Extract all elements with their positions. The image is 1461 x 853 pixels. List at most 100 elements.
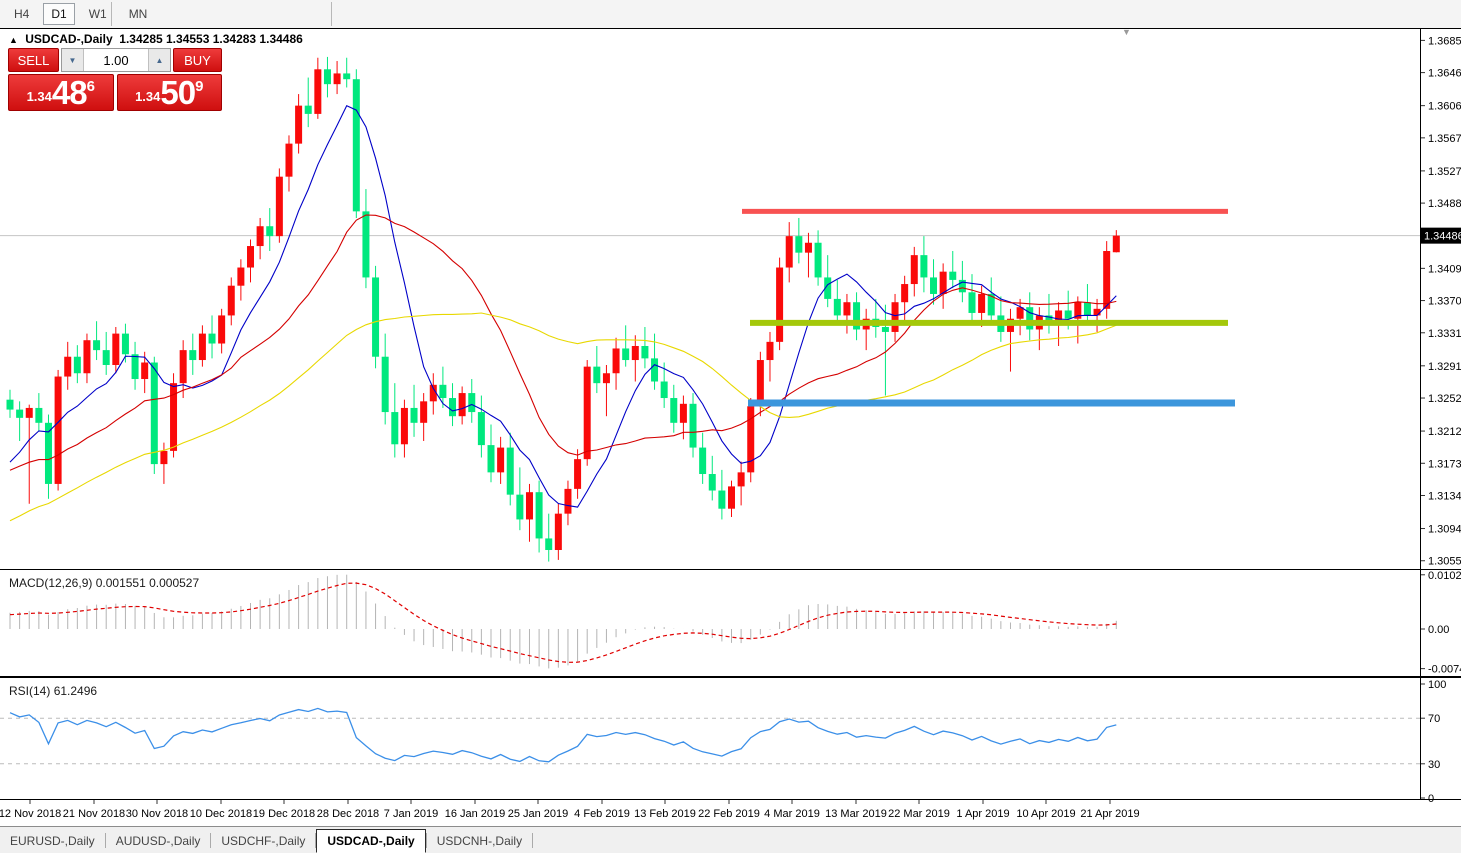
chart-tab-usdcad[interactable]: USDCAD-,Daily [316, 829, 426, 853]
sell-price-pip: 6 [86, 78, 95, 95]
svg-text:1.36850: 1.36850 [1428, 35, 1461, 47]
macd-histogram [9, 574, 1117, 669]
current-price-box [1421, 227, 1461, 244]
ma-mid-line[interactable] [9, 214, 1117, 471]
svg-text:1.36460: 1.36460 [1428, 68, 1461, 80]
sell-price-big: 48 [51, 74, 88, 111]
svg-text:30: 30 [1428, 759, 1440, 771]
svg-text:0.010229: 0.010229 [1428, 570, 1461, 582]
svg-text:1.34880: 1.34880 [1428, 198, 1461, 210]
macd-label: MACD(12,26,9) 0.001551 0.000527 [9, 576, 199, 590]
toolbar-divider [111, 2, 112, 26]
macd-signal-line [9, 582, 1117, 663]
timeframe-tab-w1[interactable]: W1 [88, 7, 107, 21]
rsi-name: RSI(14) [9, 684, 51, 698]
svg-text:21 Nov 2018: 21 Nov 2018 [63, 808, 125, 820]
rsi-axis[interactable]: 100 70 30 0 [1421, 679, 1446, 805]
tab-divider [210, 833, 212, 848]
macd-name: MACD(12,26,9) [9, 576, 93, 590]
ma-slow-line[interactable] [9, 312, 1117, 522]
svg-text:21 Apr 2019: 21 Apr 2019 [1080, 808, 1139, 820]
volume-increase-icon[interactable]: ▲ [148, 49, 170, 71]
buy-price-button[interactable]: 1.34 50 9 [116, 74, 222, 111]
svg-text:13 Feb 2019: 13 Feb 2019 [634, 808, 696, 820]
volume-decrease-icon[interactable]: ▼ [62, 49, 84, 71]
tab-divider [315, 833, 317, 848]
svg-text:1.34486: 1.34486 [1424, 231, 1461, 243]
trade-panel-toggle-icon[interactable]: ▲ [9, 35, 18, 45]
svg-text:10 Apr 2019: 10 Apr 2019 [1016, 808, 1075, 820]
svg-text:25 Jan 2019: 25 Jan 2019 [508, 808, 569, 820]
svg-text:1.35270: 1.35270 [1428, 166, 1461, 178]
svg-text:1 Apr 2019: 1 Apr 2019 [956, 808, 1009, 820]
chart-symbol-header: ▲ USDCAD-,Daily 1.34285 1.34553 1.34283 … [9, 32, 303, 46]
svg-text:1.32520: 1.32520 [1428, 393, 1461, 405]
svg-text:4 Feb 2019: 4 Feb 2019 [574, 808, 630, 820]
svg-text:1.30940: 1.30940 [1428, 524, 1461, 536]
svg-text:4 Mar 2019: 4 Mar 2019 [764, 808, 820, 820]
price-axis[interactable]: 1.36850 1.36460 1.36060 1.35670 1.35270 1.348… [1421, 35, 1461, 568]
toolbar-divider [331, 2, 332, 26]
buy-price-big: 50 [160, 74, 196, 111]
volume-field[interactable]: 1.00 [103, 52, 129, 68]
chart-tab-usdcnh[interactable]: USDCNH-,Daily [436, 834, 523, 848]
tab-divider [104, 833, 106, 848]
svg-text:22 Feb 2019: 22 Feb 2019 [698, 808, 760, 820]
svg-text:28 Dec 2018: 28 Dec 2018 [317, 808, 379, 820]
timeframe-tab-mn[interactable]: MN [128, 7, 148, 21]
panel-borders [0, 28, 1461, 800]
candles-layer[interactable] [6, 56, 1120, 562]
rsi-label: RSI(14) 61.2496 [9, 684, 97, 698]
svg-text:1.36060: 1.36060 [1428, 101, 1461, 113]
chart-collapse-icon[interactable]: ▼ [1122, 27, 1131, 37]
buy-button[interactable]: BUY [173, 48, 222, 72]
svg-text:1.31340: 1.31340 [1428, 490, 1461, 502]
rsi-line [9, 707, 1117, 763]
volume-stepper: ▼ 1.00 ▲ [61, 48, 171, 72]
svg-text:19 Dec 2018: 19 Dec 2018 [253, 808, 315, 820]
buy-price-pip: 9 [195, 78, 204, 95]
sell-button[interactable]: SELL [8, 48, 59, 72]
svg-text:30 Nov 2018: 30 Nov 2018 [126, 808, 188, 820]
svg-text:1.30550: 1.30550 [1428, 556, 1461, 568]
svg-text:1.32910: 1.32910 [1428, 361, 1461, 373]
timeframe-toolbar: H4 D1 W1 MN [0, 0, 1461, 28]
macd-values: 0.001551 0.000527 [95, 576, 200, 590]
svg-text:13 Mar 2019: 13 Mar 2019 [825, 808, 887, 820]
svg-text:12 Nov 2018: 12 Nov 2018 [0, 808, 61, 820]
sell-price-button[interactable]: 1.34 48 6 [8, 74, 114, 111]
macd-axis[interactable]: 0.010229 0.00 -0.007477 [1421, 570, 1461, 676]
svg-text:0.00: 0.00 [1428, 624, 1449, 636]
svg-text:22 Mar 2019: 22 Mar 2019 [888, 808, 950, 820]
svg-text:16 Jan 2019: 16 Jan 2019 [445, 808, 506, 820]
svg-text:1.31730: 1.31730 [1428, 458, 1461, 470]
symbol-ohlc-values: 1.34285 1.34553 1.34283 1.34486 [119, 32, 303, 46]
chart-tabbar: EURUSD-,Daily AUDUSD-,Daily USDCHF-,Daily U… [0, 826, 1461, 853]
svg-text:1.34090: 1.34090 [1428, 263, 1461, 275]
tab-divider [532, 833, 534, 848]
svg-text:1.33700: 1.33700 [1428, 296, 1461, 308]
svg-text:1.32120: 1.32120 [1428, 426, 1461, 438]
svg-text:1.33310: 1.33310 [1428, 328, 1461, 340]
rsi-value: 61.2496 [53, 684, 98, 698]
one-click-trading-panel: SELL ▼ 1.00 ▲ BUY 1.34 48 6 1.34 50 9 [8, 48, 222, 111]
symbol-name: USDCAD-,Daily [25, 32, 113, 46]
buy-price-prefix: 1.34 [135, 89, 161, 104]
svg-text:7 Jan 2019: 7 Jan 2019 [384, 808, 438, 820]
time-axis[interactable]: 12 Nov 2018 21 Nov 2018 30 Nov 2018 10 Dec … [0, 800, 1140, 820]
tab-divider [425, 833, 427, 848]
chart-tab-audusd[interactable]: AUDUSD-,Daily [115, 834, 201, 848]
chart-tab-usdchf[interactable]: USDCHF-,Daily [221, 834, 306, 848]
rsi-levels [0, 717, 1420, 765]
svg-text:1.35670: 1.35670 [1428, 133, 1461, 145]
sell-price-prefix: 1.34 [26, 89, 52, 104]
timeframe-tab-h4[interactable]: H4 [14, 7, 30, 21]
svg-text:0: 0 [1428, 793, 1434, 805]
chart-tab-eurusd[interactable]: EURUSD-,Daily [10, 834, 95, 848]
ma-fast-line[interactable] [9, 104, 1117, 508]
svg-text:70: 70 [1428, 713, 1440, 725]
timeframe-tab-d1[interactable]: D1 [43, 3, 75, 25]
svg-text:100: 100 [1428, 679, 1446, 691]
